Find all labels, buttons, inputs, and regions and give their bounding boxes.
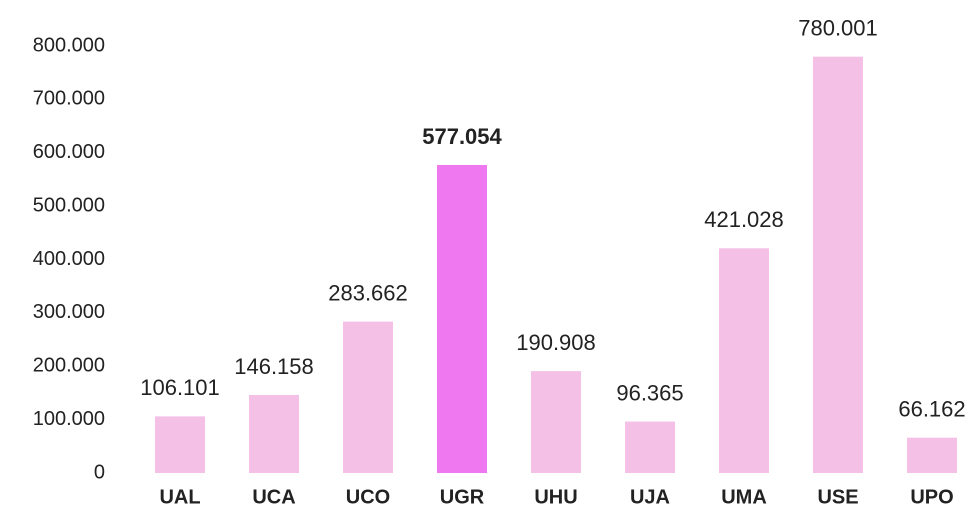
x-tick-label: UMA (721, 486, 767, 508)
data-label: 577.054 (422, 124, 502, 149)
data-label: 283.662 (328, 280, 408, 305)
data-label: 106.101 (140, 375, 220, 400)
data-label: 190.908 (516, 330, 596, 355)
bar (249, 394, 299, 473)
x-tick-label: UPO (910, 486, 953, 508)
x-tick-label: UJA (630, 486, 670, 508)
bar (625, 421, 675, 473)
y-tick-label: 800.000 (33, 34, 105, 56)
bar (719, 248, 769, 473)
y-tick-label: 0 (94, 461, 105, 483)
y-tick-label: 400.000 (33, 248, 105, 270)
data-label: 780.001 (798, 15, 878, 40)
x-tick-label: UAL (159, 486, 200, 508)
bar (437, 164, 487, 473)
y-tick-label: 300.000 (33, 301, 105, 323)
bar (155, 416, 205, 473)
y-tick-label: 600.000 (33, 141, 105, 163)
x-tick-label: UCA (252, 486, 295, 508)
data-label: 146.158 (234, 354, 314, 379)
data-label: 66.162 (898, 396, 965, 421)
x-tick-label: UGR (440, 486, 485, 508)
bar (907, 437, 957, 473)
bar (531, 371, 581, 473)
bar (343, 321, 393, 473)
y-tick-label: 100.000 (33, 408, 105, 430)
y-tick-label: 200.000 (33, 355, 105, 377)
x-tick-label: UCO (346, 486, 390, 508)
data-label: 421.028 (704, 207, 784, 232)
bar (813, 56, 863, 473)
y-tick-label: 700.000 (33, 88, 105, 110)
x-tick-label: USE (817, 486, 858, 508)
data-label: 96.365 (616, 380, 683, 405)
y-tick-label: 500.000 (33, 194, 105, 216)
x-tick-label: UHU (534, 486, 577, 508)
